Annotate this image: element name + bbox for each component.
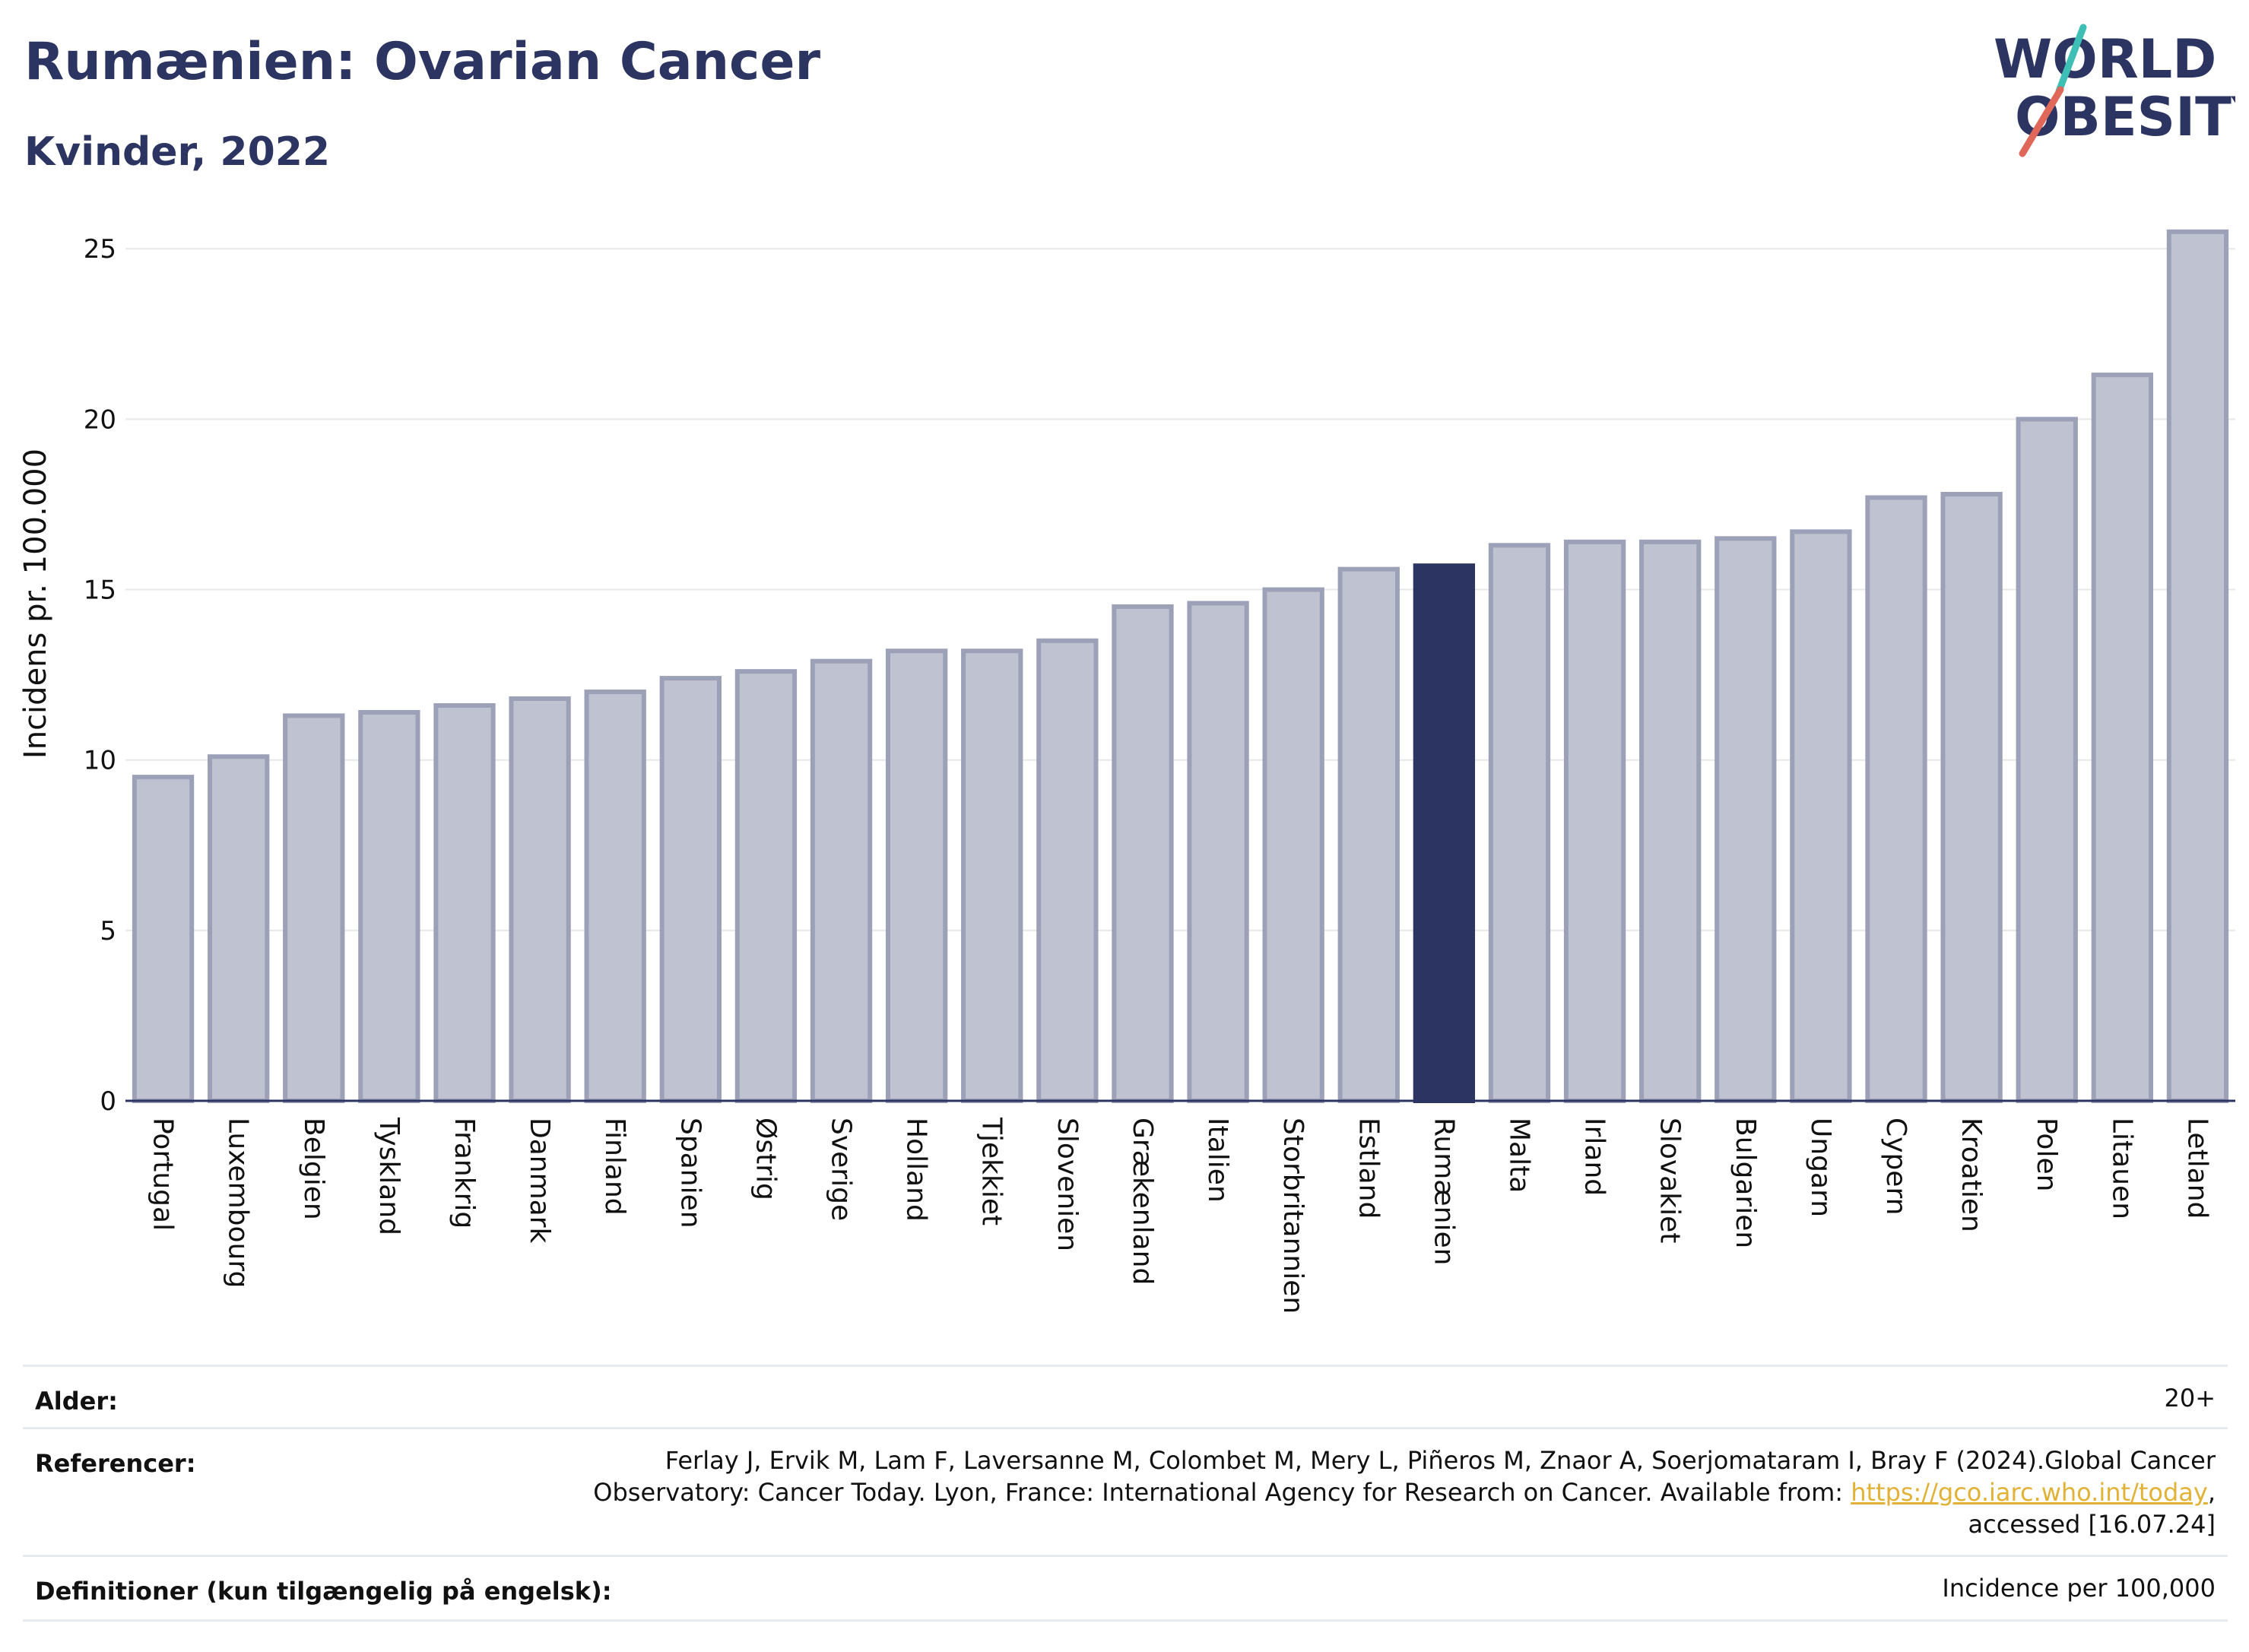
x-category-label: Polen bbox=[2031, 1118, 2062, 1191]
y-tick-label: 20 bbox=[84, 404, 116, 435]
y-tick-label: 5 bbox=[100, 916, 116, 946]
x-category-label: Slovenien bbox=[1052, 1118, 1083, 1251]
x-category-label: Holland bbox=[901, 1118, 932, 1222]
x-category-label: Bulgarien bbox=[1730, 1118, 1761, 1248]
bar-italien bbox=[1187, 601, 1249, 1103]
bar-litauen bbox=[2091, 373, 2153, 1103]
bar-tjekkiet bbox=[961, 648, 1023, 1103]
info-row-definitions: Definitioner (kun tilgængelig på engelsk… bbox=[23, 1555, 2228, 1622]
x-category-label: Belgien bbox=[298, 1118, 329, 1220]
x-category-label: Slovakiet bbox=[1654, 1118, 1686, 1243]
bar-spanien bbox=[659, 676, 722, 1103]
bar-estland bbox=[1337, 566, 1400, 1103]
bar-østrig bbox=[734, 669, 798, 1103]
age-value: 20+ bbox=[2164, 1384, 2216, 1413]
ref-text-1: Ferlay J, Ervik M, Lam F, Laversanne M, … bbox=[665, 1446, 2216, 1475]
y-axis-title: Incidens pr. 100.000 bbox=[18, 449, 53, 759]
definitions-label: Definitioner (kun tilgængelig på engelsk… bbox=[35, 1577, 612, 1606]
references-text: Ferlay J, Ervik M, Lam F, Laversanne M, … bbox=[467, 1444, 2216, 1540]
bar-storbritannien bbox=[1262, 587, 1324, 1103]
ref-text-3: , bbox=[2207, 1478, 2216, 1507]
y-tick-labels: 0 5 10 15 20 25 bbox=[84, 234, 116, 1117]
x-category-label: Cypern bbox=[1880, 1118, 1911, 1215]
x-category-label: Irland bbox=[1579, 1118, 1610, 1196]
x-category-label: Storbritannien bbox=[1277, 1118, 1308, 1314]
x-category-label: Tyskland bbox=[373, 1117, 404, 1235]
bar-sverige bbox=[810, 658, 873, 1103]
bar-luxembourg bbox=[208, 754, 270, 1103]
bar-chart: 0 5 10 15 20 25 Portugal Luxembourg Belgien Tysk… bbox=[18, 229, 2235, 1314]
x-category-label: Letland bbox=[2181, 1118, 2213, 1219]
bar-slovenien bbox=[1036, 638, 1099, 1103]
x-category-labels: Portugal Luxembourg Belgien Tyskland Frankri… bbox=[148, 1117, 2213, 1314]
x-category-label: Italien bbox=[1202, 1118, 1233, 1203]
page-title: Rumænien: Ovarian Cancer bbox=[24, 32, 820, 92]
x-category-label: Litauen bbox=[2106, 1118, 2137, 1219]
x-category-label: Grækenland bbox=[1127, 1118, 1158, 1285]
bar-bulgarien bbox=[1715, 536, 1777, 1103]
bar-polen bbox=[2016, 417, 2078, 1103]
x-category-label: Tjekkiet bbox=[976, 1117, 1007, 1226]
bar-holland bbox=[885, 648, 948, 1103]
bar-malta bbox=[1488, 543, 1551, 1103]
y-tick-label: 25 bbox=[84, 234, 116, 265]
logo-text-obesity: OBESITY bbox=[2015, 86, 2235, 148]
bar-kroatien bbox=[1940, 492, 2003, 1103]
logo-slash-teal bbox=[2055, 24, 2087, 95]
bar-tyskland bbox=[358, 709, 420, 1103]
x-category-label: Estland bbox=[1353, 1118, 1384, 1219]
bar-portugal bbox=[132, 775, 195, 1103]
info-row-age: Alder: 20+ bbox=[23, 1365, 2228, 1429]
age-label: Alder: bbox=[35, 1387, 118, 1416]
page-subtitle: Kvinder, 2022 bbox=[24, 129, 331, 175]
x-category-label: Frankrig bbox=[449, 1118, 480, 1229]
info-table: Alder: 20+ Referencer: Ferlay J, Ervik M… bbox=[23, 1365, 2228, 1623]
world-obesity-logo: WORLD OBESITY bbox=[1994, 24, 2235, 157]
bar-grækenland bbox=[1112, 604, 1174, 1103]
bar-finland bbox=[584, 690, 646, 1103]
bar-irland bbox=[1563, 539, 1626, 1103]
bar-slovakiet bbox=[1639, 539, 1702, 1103]
y-tick-label: 15 bbox=[84, 576, 116, 606]
ref-text-4: accessed [16.07.24] bbox=[1968, 1510, 2216, 1539]
x-category-label: Luxembourg bbox=[223, 1118, 254, 1288]
logo-text-world: WORLD bbox=[1994, 28, 2216, 90]
logo-slash-red bbox=[2019, 86, 2064, 157]
x-category-label: Spanien bbox=[674, 1118, 706, 1229]
definitions-value: Incidence per 100,000 bbox=[1942, 1574, 2216, 1603]
ref-link[interactable]: https://gco.iarc.who.int/today bbox=[1851, 1478, 2208, 1507]
x-category-label: Malta bbox=[1503, 1118, 1534, 1193]
x-category-label: Rumænien bbox=[1428, 1118, 1459, 1265]
ref-text-2: Observatory: Cancer Today. Lyon, France:… bbox=[593, 1478, 1851, 1507]
bar-danmark bbox=[509, 696, 571, 1103]
info-row-references: Referencer: Ferlay J, Ervik M, Lam F, La… bbox=[23, 1427, 2228, 1557]
x-category-label: Sverige bbox=[826, 1118, 857, 1221]
bar-cypern bbox=[1865, 495, 1927, 1103]
bar-rumænien bbox=[1413, 563, 1476, 1103]
x-category-label: Ungarn bbox=[1805, 1118, 1836, 1217]
x-category-label: Danmark bbox=[524, 1118, 555, 1244]
y-tick-label: 10 bbox=[84, 746, 116, 776]
x-category-label: Østrig bbox=[750, 1118, 781, 1200]
bars bbox=[132, 229, 2229, 1104]
x-category-label: Portugal bbox=[148, 1118, 179, 1231]
x-category-label: Kroatien bbox=[1956, 1118, 1987, 1232]
bar-letland bbox=[2166, 229, 2229, 1103]
y-tick-label: 0 bbox=[100, 1086, 116, 1117]
references-label: Referencer: bbox=[35, 1449, 196, 1478]
bar-frankrig bbox=[433, 702, 496, 1103]
x-category-label: Finland bbox=[599, 1118, 630, 1216]
bar-ungarn bbox=[1790, 529, 1852, 1103]
bar-belgien bbox=[283, 713, 345, 1104]
